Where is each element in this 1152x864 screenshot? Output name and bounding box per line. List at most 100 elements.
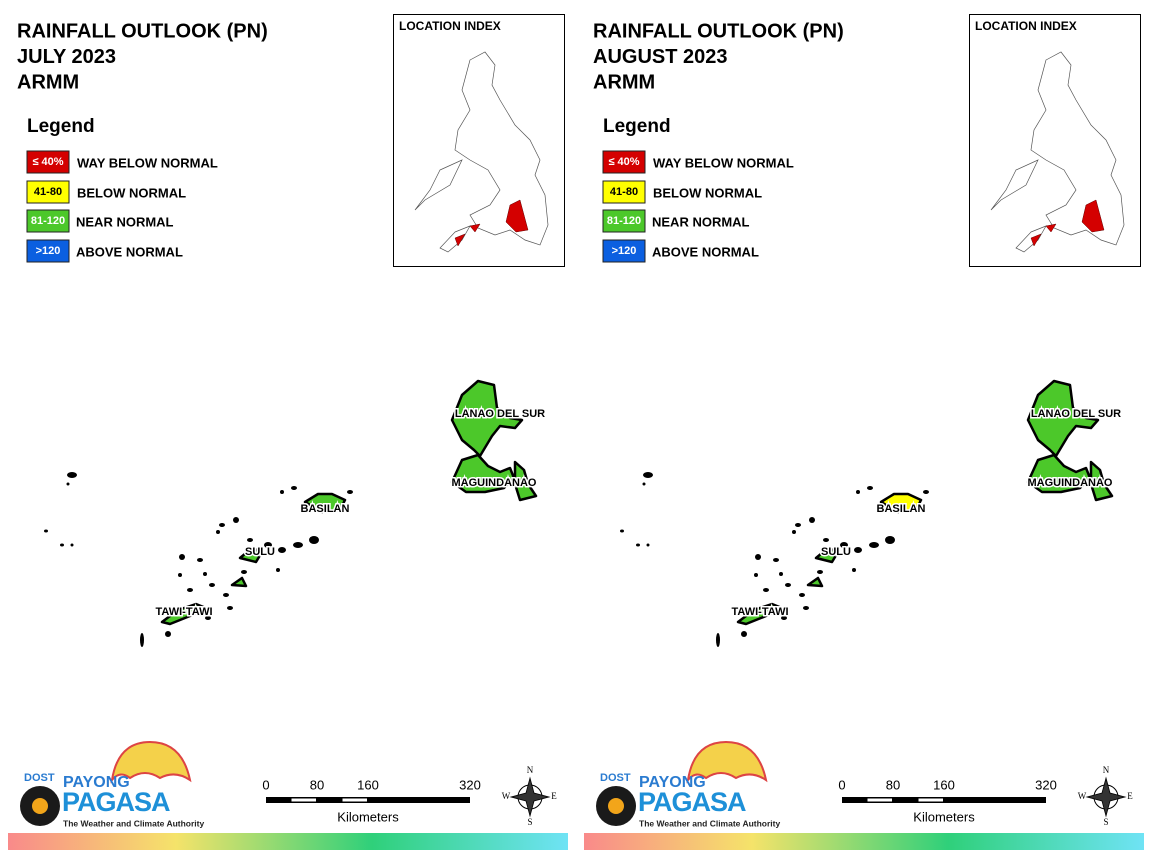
region xyxy=(1026,379,1100,458)
scale-segment xyxy=(368,797,470,803)
island xyxy=(67,472,77,478)
map-title: ARMM xyxy=(17,71,79,93)
map-title: ARMM xyxy=(593,71,655,93)
scale-segment xyxy=(342,798,367,802)
scale-label: 320 xyxy=(1035,777,1057,792)
logo-emblem-center xyxy=(608,798,624,814)
island xyxy=(643,472,653,478)
island xyxy=(636,543,640,547)
logo-umbrella xyxy=(686,740,768,784)
region xyxy=(230,546,264,588)
island xyxy=(854,547,862,553)
island xyxy=(209,583,215,587)
island xyxy=(755,554,761,560)
scale-label: 80 xyxy=(310,777,324,792)
scale-unit: Kilometers xyxy=(337,809,399,824)
legend-code: 81-120 xyxy=(31,215,65,227)
legend-code: >120 xyxy=(612,245,637,257)
logo-payong: PAYONG xyxy=(639,774,706,791)
island xyxy=(867,486,873,490)
legend-code: ≤ 40% xyxy=(608,156,639,168)
island xyxy=(197,558,203,562)
region-label: MAGUINDANAO xyxy=(452,477,537,489)
island xyxy=(178,573,182,577)
island xyxy=(923,490,929,494)
island xyxy=(233,517,239,523)
island xyxy=(642,482,646,486)
legend-code: >120 xyxy=(36,245,61,257)
island xyxy=(219,523,225,527)
legend-label: BELOW NORMAL xyxy=(653,185,762,200)
region xyxy=(736,602,784,626)
region xyxy=(160,602,208,626)
island xyxy=(856,490,860,494)
region-label: SULU xyxy=(821,546,851,558)
island xyxy=(840,542,848,548)
island xyxy=(278,547,286,553)
logo-dost: DOST xyxy=(600,772,631,784)
region-label: TAWI-TAWI xyxy=(155,606,212,618)
island xyxy=(165,631,171,637)
island xyxy=(869,542,879,548)
island xyxy=(620,529,624,533)
scale-label: 0 xyxy=(262,777,269,792)
logo-payong: PAYONG xyxy=(63,774,130,791)
island xyxy=(70,543,74,547)
logo-umbrella xyxy=(110,740,192,784)
color-strip xyxy=(584,833,1144,850)
island xyxy=(716,633,720,647)
island xyxy=(264,542,272,548)
island xyxy=(803,606,809,610)
island xyxy=(779,572,783,576)
logo-tagline: The Weather and Climate Authority xyxy=(639,818,780,828)
compass-star xyxy=(1085,776,1127,818)
legend-swatch xyxy=(26,239,70,263)
legend-swatch xyxy=(602,180,646,204)
compass-letter: W xyxy=(502,791,511,801)
island xyxy=(66,482,70,486)
scale-label: 320 xyxy=(459,777,481,792)
island xyxy=(227,606,233,610)
island xyxy=(781,616,787,620)
legend-label: ABOVE NORMAL xyxy=(652,244,759,259)
legend-title: Legend xyxy=(27,116,95,137)
region-label: BASILAN xyxy=(877,503,926,515)
island xyxy=(60,543,64,547)
island xyxy=(140,633,144,647)
island xyxy=(885,536,895,544)
logo-dost: DOST xyxy=(24,772,55,784)
island xyxy=(852,568,856,572)
compass-letter: S xyxy=(527,817,532,827)
legend-label: WAY BELOW NORMAL xyxy=(653,155,794,170)
legend-label: NEAR NORMAL xyxy=(652,214,750,229)
scale-label: 0 xyxy=(838,777,845,792)
island xyxy=(44,529,48,533)
legend-label: WAY BELOW NORMAL xyxy=(77,155,218,170)
legend-label: BELOW NORMAL xyxy=(77,185,186,200)
legend-swatch xyxy=(602,150,646,174)
region xyxy=(450,379,524,458)
island xyxy=(203,572,207,576)
philippines-outline xyxy=(990,51,1125,253)
island xyxy=(309,536,319,544)
island xyxy=(291,486,297,490)
island xyxy=(280,490,284,494)
location-index-title: LOCATION INDEX xyxy=(975,19,1077,33)
scale-label: 80 xyxy=(886,777,900,792)
region-label: TAWI-TAWI xyxy=(731,606,788,618)
island xyxy=(223,593,229,597)
legend-code: ≤ 40% xyxy=(32,156,63,168)
island xyxy=(785,583,791,587)
island xyxy=(187,588,193,592)
legend-code: 81-120 xyxy=(607,215,641,227)
compass-letter: W xyxy=(1078,791,1087,801)
region-label: MAGUINDANAO xyxy=(1028,477,1113,489)
island xyxy=(216,530,220,534)
island xyxy=(773,558,779,562)
island xyxy=(347,490,353,494)
region-label: LANAO DEL SUR xyxy=(1031,408,1121,420)
location-index-title: LOCATION INDEX xyxy=(399,19,501,33)
region xyxy=(303,492,347,514)
compass-letter: N xyxy=(527,765,534,775)
